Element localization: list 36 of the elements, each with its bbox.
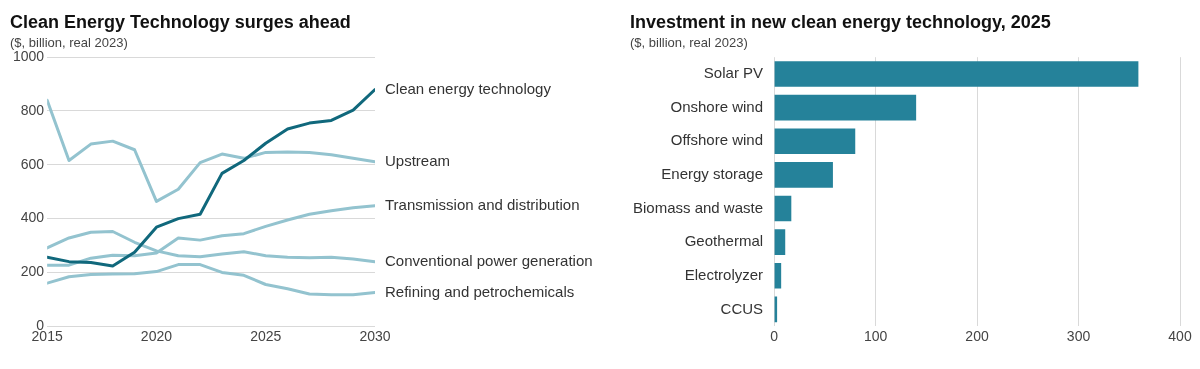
bar <box>774 162 833 188</box>
bar <box>774 262 782 289</box>
bar <box>774 229 786 255</box>
x-tick-label: 0 <box>770 328 779 345</box>
series-label: Clean energy technology <box>385 79 552 97</box>
x-tick-label: 2020 <box>140 328 173 345</box>
y-tick-label: 200 <box>20 263 45 280</box>
y-tick-label: Solar PV <box>703 64 764 82</box>
y-axis-title: ($, billion, real 2023) <box>630 34 748 50</box>
y-tick-label: Onshore wind <box>670 97 764 115</box>
series-label: Transmission and distribution <box>385 195 580 213</box>
x-tick-label: 400 <box>1168 328 1192 345</box>
x-tick-label: 300 <box>1066 328 1091 345</box>
x-tick-label: 2030 <box>359 328 391 345</box>
y-tick-label: CCUS <box>720 299 764 317</box>
y-tick-label: Energy storage <box>661 165 764 183</box>
x-tick-label: 2025 <box>250 328 282 345</box>
x-tick-label: 200 <box>965 328 989 345</box>
chart-title: Investment in new clean energy technology, 2025 <box>630 11 1051 32</box>
bar <box>774 195 792 222</box>
bar <box>774 128 856 155</box>
bar <box>774 61 1139 87</box>
y-tick-label: 400 <box>20 209 45 226</box>
x-tick-label: 100 <box>863 328 888 345</box>
y-tick-label: 800 <box>20 101 45 118</box>
bar <box>774 94 917 121</box>
y-tick-label: 600 <box>20 155 45 172</box>
y-axis-title: ($, billion, real 2023) <box>10 34 128 50</box>
y-tick-label: Biomass and waste <box>632 198 764 216</box>
y-tick-label: Electrolyzer <box>684 265 764 283</box>
y-tick-label: Offshore wind <box>670 131 764 149</box>
series-label: Upstream <box>385 151 451 169</box>
chart-title: Clean Energy Technology surges ahead <box>10 11 351 32</box>
series-label: Conventional power generation <box>385 251 593 269</box>
y-tick-label: Geothermal <box>684 232 764 250</box>
series-label: Refining and petrochemicals <box>385 282 575 300</box>
